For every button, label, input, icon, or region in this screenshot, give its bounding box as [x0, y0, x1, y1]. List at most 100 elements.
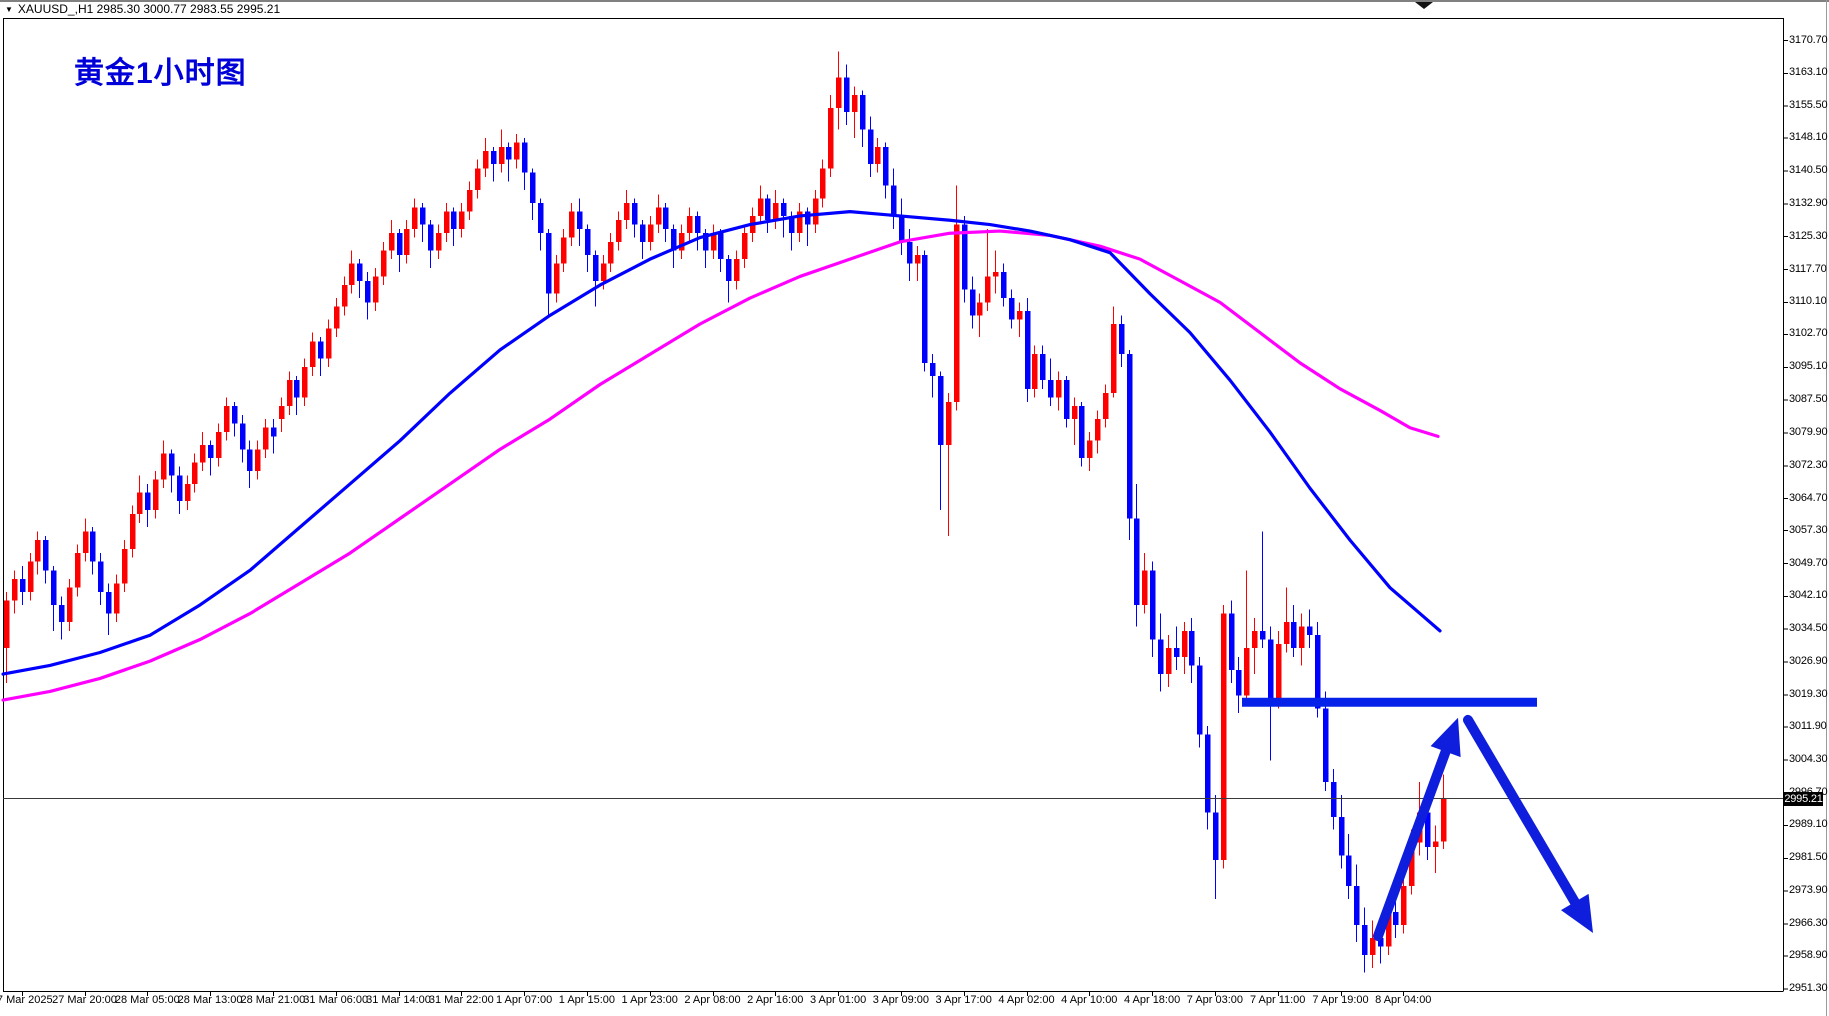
- x-axis-label: 2 Apr 08:00: [684, 994, 741, 1006]
- x-axis-label: 27 Mar 20:00: [52, 994, 117, 1006]
- candle: [317, 341, 324, 359]
- candle: [655, 207, 662, 225]
- candle: [121, 548, 128, 584]
- candle: [1408, 842, 1415, 886]
- axis-ticks: [22, 40, 1788, 996]
- candle: [1188, 630, 1195, 666]
- candle: [1220, 613, 1227, 860]
- candle: [168, 453, 175, 476]
- up-arrow[interactable]: [1373, 717, 1461, 942]
- moving-averages-layer: [1, 210, 1442, 702]
- candle: [1149, 570, 1156, 640]
- candle: [568, 211, 575, 238]
- candle: [859, 94, 866, 130]
- annotations-layer[interactable]: [1242, 697, 1593, 942]
- y-axis-label: 3110.10: [1789, 295, 1827, 308]
- candle: [1440, 798, 1447, 842]
- candle: [914, 254, 921, 264]
- candle: [843, 77, 850, 113]
- candle: [19, 579, 26, 592]
- candle: [796, 211, 803, 234]
- candle: [607, 241, 614, 264]
- candle: [490, 151, 497, 165]
- candle: [66, 587, 73, 623]
- candle: [42, 540, 49, 571]
- candle: [725, 259, 732, 281]
- candle: [58, 604, 65, 623]
- y-axis-label: 3125.30: [1789, 229, 1828, 242]
- candle: [435, 233, 442, 251]
- candle: [113, 583, 120, 614]
- candle: [710, 233, 717, 251]
- candles-layer: [3, 51, 1447, 973]
- down-arrow[interactable]: [1463, 714, 1593, 934]
- candle: [1322, 708, 1329, 783]
- up-arrow-head: [1430, 717, 1461, 758]
- y-axis-label: 3140.50: [1789, 164, 1828, 177]
- y-axis-label: 3034.50: [1789, 622, 1828, 635]
- chart-header: ▼ XAUUSD_,H1 2985.30 3000.77 2983.55 299…: [5, 2, 280, 16]
- candle: [474, 168, 481, 190]
- candle: [921, 254, 928, 363]
- chart-shift-marker-icon[interactable]: [1415, 2, 1433, 9]
- candle: [678, 233, 685, 251]
- candle: [270, 427, 277, 437]
- candle: [882, 146, 889, 186]
- candle: [1031, 354, 1038, 389]
- candle: [309, 341, 316, 368]
- candle: [27, 561, 34, 592]
- symbol-dropdown-icon[interactable]: ▼: [5, 4, 13, 14]
- x-axis-label: 31 Mar 14:00: [366, 994, 431, 1006]
- candle: [443, 211, 450, 234]
- candle: [301, 367, 308, 398]
- x-axis-label: 28 Mar 21:00: [240, 994, 306, 1006]
- candle: [741, 233, 748, 260]
- candle: [545, 233, 552, 294]
- fast-ma-line: [1, 210, 1442, 676]
- candle: [937, 375, 944, 446]
- y-axis-label: 3057.30: [1789, 523, 1828, 536]
- candle: [1212, 812, 1219, 860]
- candle: [1275, 643, 1282, 701]
- candle: [670, 228, 677, 251]
- candle: [835, 77, 842, 108]
- candle: [615, 220, 622, 242]
- candle: [1165, 648, 1172, 675]
- y-axis-label: 3004.30: [1789, 752, 1828, 765]
- candle: [1243, 648, 1250, 696]
- candle: [1071, 406, 1078, 420]
- candle: [348, 263, 355, 286]
- candle: [1063, 380, 1070, 420]
- candle: [1141, 570, 1148, 605]
- candle: [733, 259, 740, 281]
- candle: [694, 215, 701, 234]
- candle: [1306, 626, 1313, 636]
- candle: [1283, 622, 1290, 644]
- candle: [1126, 354, 1133, 519]
- candle: [105, 591, 112, 614]
- candle: [639, 224, 646, 242]
- candle: [1181, 630, 1188, 657]
- y-axis-label: 3117.70: [1789, 262, 1827, 275]
- candle: [1251, 630, 1258, 649]
- y-axis-label: 2981.50: [1789, 851, 1828, 864]
- candle: [764, 198, 771, 221]
- candle: [953, 224, 960, 402]
- candle: [427, 224, 434, 251]
- candle: [1298, 626, 1305, 649]
- candle: [898, 215, 905, 242]
- candle: [992, 272, 999, 277]
- candle: [976, 302, 983, 316]
- candle: [419, 207, 426, 225]
- candle: [1157, 639, 1164, 675]
- candle: [812, 198, 819, 225]
- candle: [600, 263, 607, 281]
- y-axis-label: 3132.90: [1789, 196, 1828, 209]
- down-arrow-head: [1560, 893, 1593, 934]
- x-axis-label: 2 Apr 16:00: [747, 994, 804, 1006]
- x-axis-label: 1 Apr 23:00: [621, 994, 678, 1006]
- y-axis-label: 3042.10: [1789, 589, 1828, 602]
- candle: [1353, 885, 1360, 925]
- candle: [1047, 380, 1054, 398]
